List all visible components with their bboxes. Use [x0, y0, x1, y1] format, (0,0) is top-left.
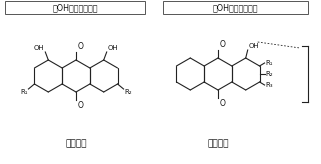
Text: R₁: R₁ — [265, 60, 273, 66]
Text: R₂: R₂ — [265, 71, 273, 77]
Text: R₁: R₁ — [20, 89, 27, 95]
Text: 一OH在两个苯环上: 一OH在两个苯环上 — [52, 3, 98, 12]
FancyBboxPatch shape — [5, 1, 145, 14]
Text: OH: OH — [108, 45, 118, 51]
FancyBboxPatch shape — [163, 1, 308, 14]
Text: 一OH在一个苯环上: 一OH在一个苯环上 — [213, 3, 258, 12]
Text: O: O — [220, 40, 225, 49]
Text: OH: OH — [34, 45, 44, 51]
Text: R₃: R₃ — [265, 82, 273, 88]
Text: O: O — [77, 101, 83, 110]
Text: O: O — [77, 42, 83, 51]
Text: R₂: R₂ — [125, 89, 132, 95]
Text: OH: OH — [249, 43, 259, 49]
Text: 茄岐素型: 茄岐素型 — [207, 140, 229, 148]
Text: O: O — [220, 99, 225, 108]
Text: 大黄素型: 大黄素型 — [65, 140, 87, 148]
